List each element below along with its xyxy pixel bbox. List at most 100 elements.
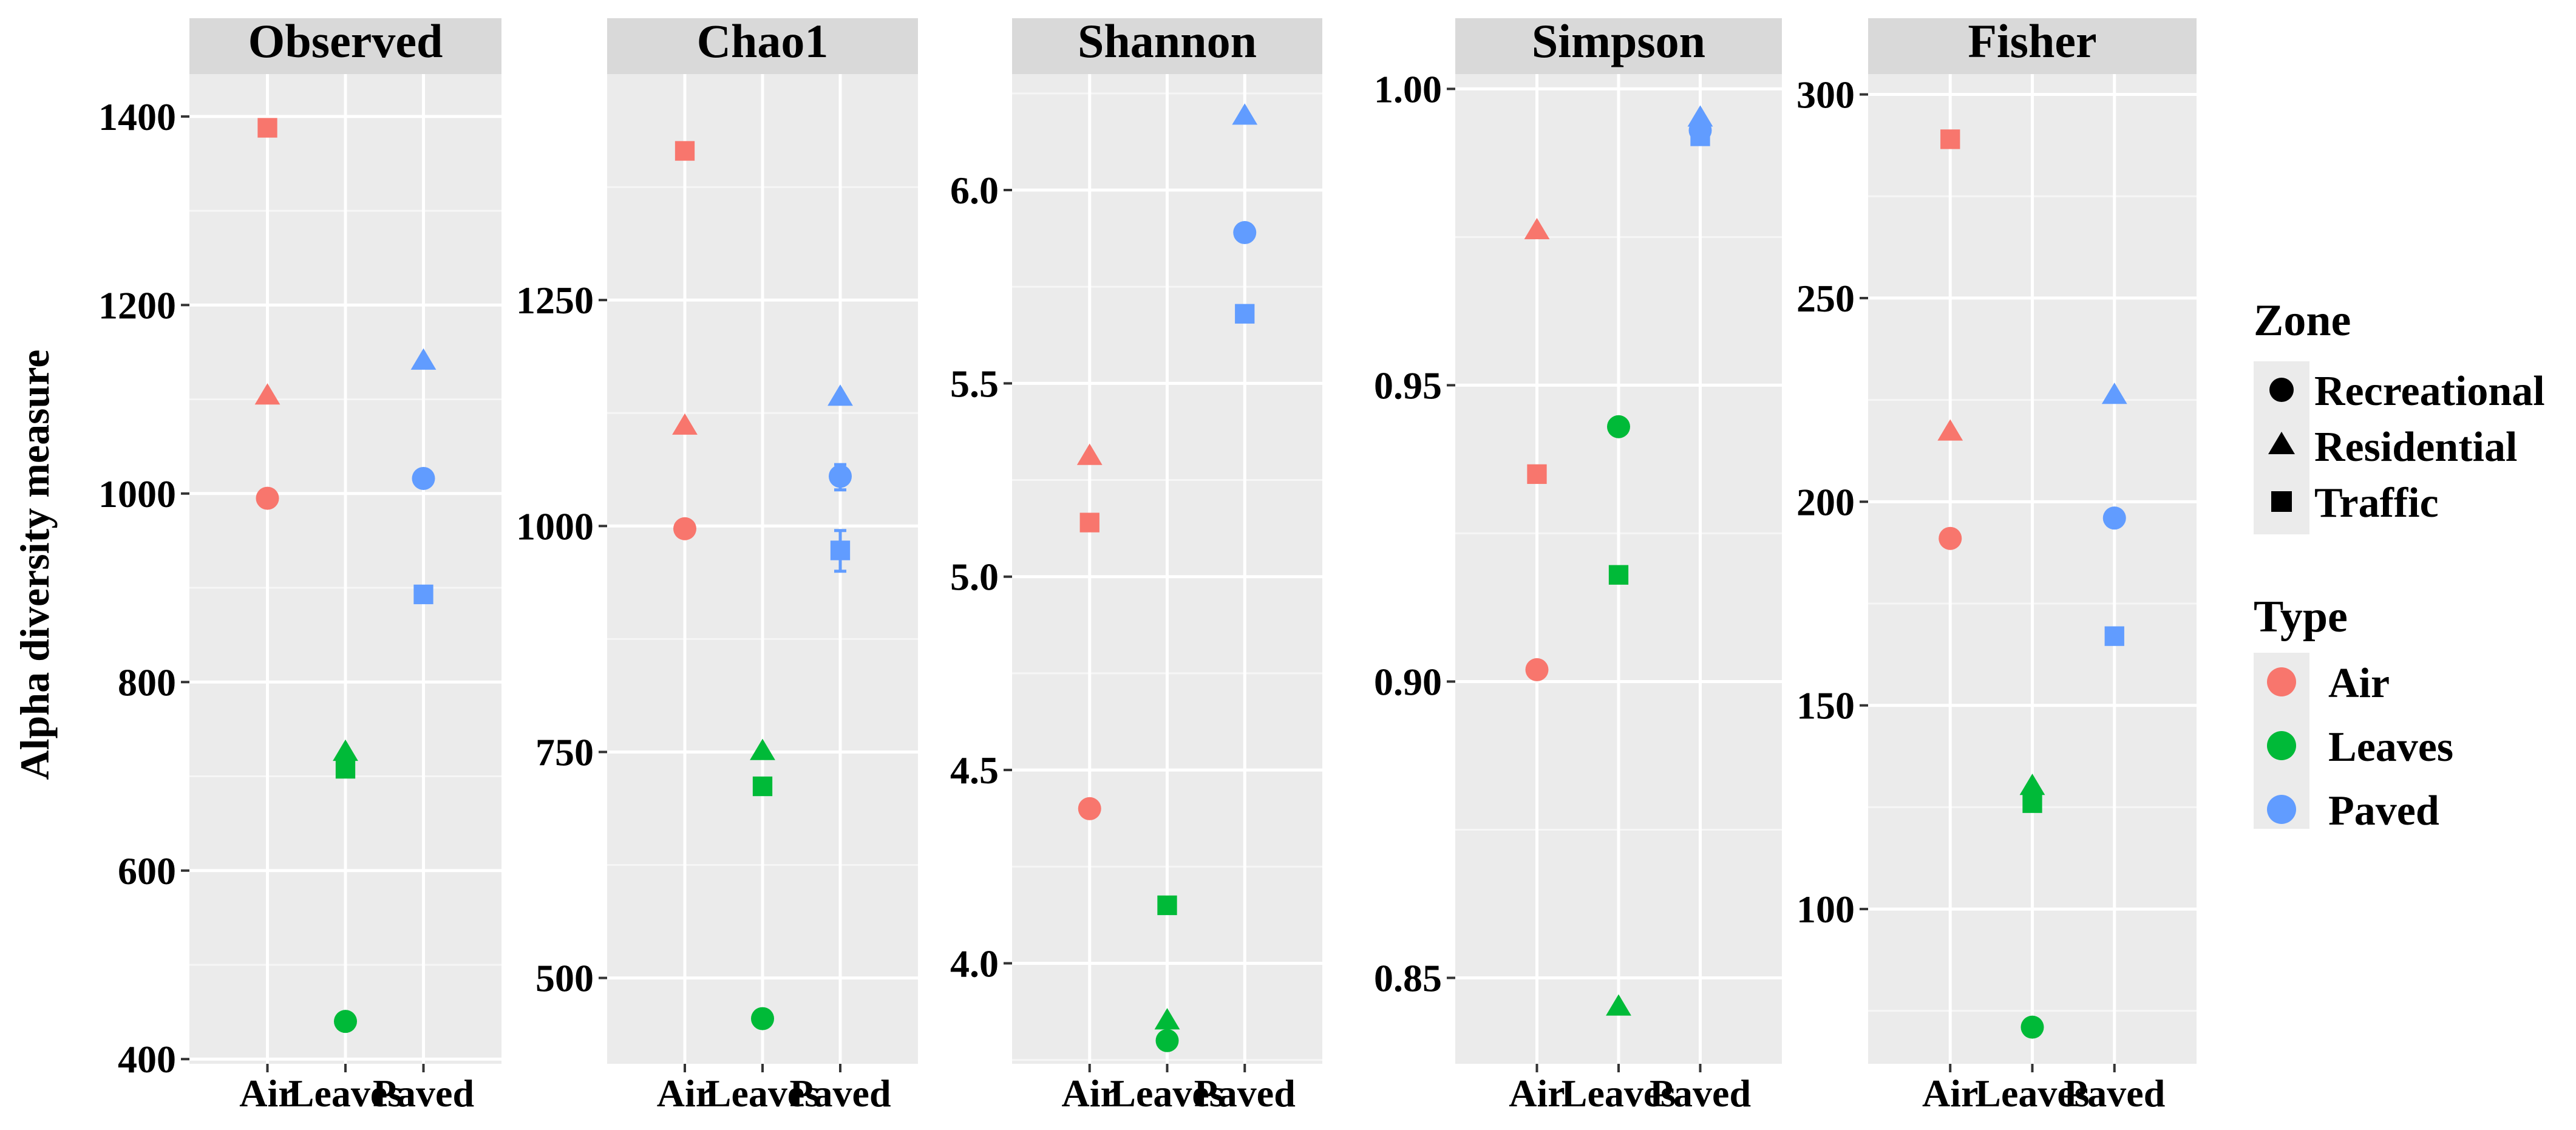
data-point-paved-traffic [2104, 626, 2124, 646]
legend: Zone Recreational Residential Traffic Type Ai… [2254, 296, 2545, 834]
y-tick-label: 300 [1796, 73, 1855, 117]
data-point-paved-recreational [1688, 118, 1712, 142]
y-tick-label: 4.0 [950, 942, 999, 985]
legend-label-air: Air [2328, 660, 2390, 707]
data-point-air-recreational [1525, 658, 1549, 681]
legend-key-air [2267, 667, 2296, 696]
data-point-air-residential [672, 413, 698, 435]
strip-title: Fisher [1968, 15, 2096, 67]
y-tick-label: 750 [535, 730, 594, 774]
data-point-air-recreational [256, 486, 279, 510]
strip-title: Shannon [1078, 15, 1257, 67]
panel-observed: Observed 400 600 800 1000 1200 1400 AirLeavesPa… [98, 15, 501, 1115]
legend-key-paved [2267, 795, 2296, 824]
data-point-leaves-recreational [751, 1007, 774, 1030]
data-point-air-traffic [257, 118, 277, 138]
data-point-paved-traffic [830, 540, 851, 560]
data-point-leaves-recreational [334, 1010, 357, 1033]
y-tick-label: 250 [1796, 277, 1855, 320]
x-tick-label-paved: Paved [789, 1072, 891, 1115]
data-point-air-traffic [675, 141, 695, 161]
strip-title: Chao1 [697, 15, 829, 67]
y-tick-label: 0.95 [1374, 364, 1442, 407]
y-tick-label: 1200 [98, 284, 176, 327]
y-axis-title: Alpha diversity measure [12, 350, 58, 780]
legend-key-leaves [2267, 731, 2296, 760]
strip-title: Observed [248, 15, 443, 67]
data-point-leaves-traffic [2022, 793, 2042, 813]
y-tick-label: 1000 [98, 472, 176, 516]
x-tick-label-air: Air [1062, 1072, 1118, 1115]
strip-background [189, 18, 501, 74]
y-tick-label: 1000 [516, 505, 594, 548]
y-tick-label: 1250 [516, 279, 594, 322]
x-tick-label-paved: Paved [1194, 1072, 1296, 1115]
x-tick-label-paved: Paved [2064, 1072, 2165, 1115]
data-point-paved-traffic [413, 584, 433, 605]
x-tick-label-paved: Paved [1650, 1072, 1751, 1115]
data-point-air-residential [1937, 419, 1963, 441]
data-point-air-residential [254, 383, 280, 405]
x-tick-label-air: Air [1922, 1072, 1978, 1115]
legend-label-residential: Residential [2314, 424, 2517, 471]
data-point-leaves-traffic [335, 758, 356, 779]
data-point-paved-recreational [2102, 506, 2126, 530]
data-point-air-traffic [1527, 464, 1547, 484]
data-point-leaves-traffic [1608, 565, 1629, 585]
y-tick-label: 200 [1796, 480, 1855, 523]
x-tick-label-leaves: Leaves [1110, 1072, 1224, 1115]
legend-label-recreational: Recreational [2314, 368, 2545, 415]
data-point-paved-residential [2101, 383, 2127, 404]
data-point-leaves-traffic [1157, 895, 1177, 916]
x-tick-label-leaves: Leaves [1975, 1072, 2089, 1115]
legend-key-recreational [2269, 378, 2294, 402]
y-tick-label: 500 [535, 957, 594, 1000]
y-tick-label: 0.85 [1374, 956, 1442, 999]
y-tick-label: 400 [118, 1038, 176, 1081]
strip-background [1012, 18, 1322, 74]
data-point-air-recreational [673, 517, 696, 540]
y-tick-label: 6.0 [950, 169, 999, 212]
y-tick-label: 600 [118, 849, 176, 893]
y-tick-label: 4.5 [950, 749, 999, 792]
data-point-leaves-residential [1606, 994, 1631, 1016]
legend-label-leaves: Leaves [2328, 724, 2453, 771]
data-point-leaves-recreational [2020, 1015, 2044, 1039]
legend-key-traffic [2271, 491, 2292, 512]
strip-background [607, 18, 918, 74]
x-tick-label-air: Air [239, 1072, 295, 1115]
data-point-air-residential [1076, 443, 1103, 465]
y-tick-label: 1.00 [1374, 67, 1442, 111]
data-point-leaves-recreational [1155, 1029, 1179, 1052]
y-tick-label: 0.90 [1374, 660, 1442, 703]
x-tick-label-leaves: Leaves [1562, 1072, 1676, 1115]
data-point-air-recreational [1078, 797, 1101, 820]
data-point-air-traffic [1079, 512, 1099, 533]
x-tick-label-air: Air [1509, 1072, 1565, 1115]
data-point-leaves-residential [750, 738, 775, 760]
data-point-paved-recreational [1233, 221, 1257, 245]
strip-title: Simpson [1532, 15, 1705, 67]
data-point-air-recreational [1939, 526, 1962, 550]
y-tick-label: 5.5 [950, 362, 999, 405]
legend-label-traffic: Traffic [2314, 480, 2439, 526]
x-tick-label-air: Air [657, 1072, 713, 1115]
data-point-leaves-recreational [1607, 415, 1630, 438]
data-point-paved-recreational [412, 466, 435, 490]
strip-background [1455, 18, 1782, 74]
x-tick-label-leaves: Leaves [705, 1072, 820, 1115]
data-point-leaves-traffic [752, 776, 773, 797]
data-point-leaves-residential [333, 739, 358, 761]
legend-key-residential [2268, 432, 2295, 455]
data-point-paved-residential [410, 348, 437, 370]
y-tick-label: 5.0 [950, 556, 999, 599]
data-point-paved-residential [1232, 103, 1258, 125]
data-point-leaves-residential [1154, 1008, 1180, 1030]
x-tick-label-leaves: Leaves [288, 1072, 403, 1115]
legend-zone-title: Zone [2254, 296, 2351, 345]
